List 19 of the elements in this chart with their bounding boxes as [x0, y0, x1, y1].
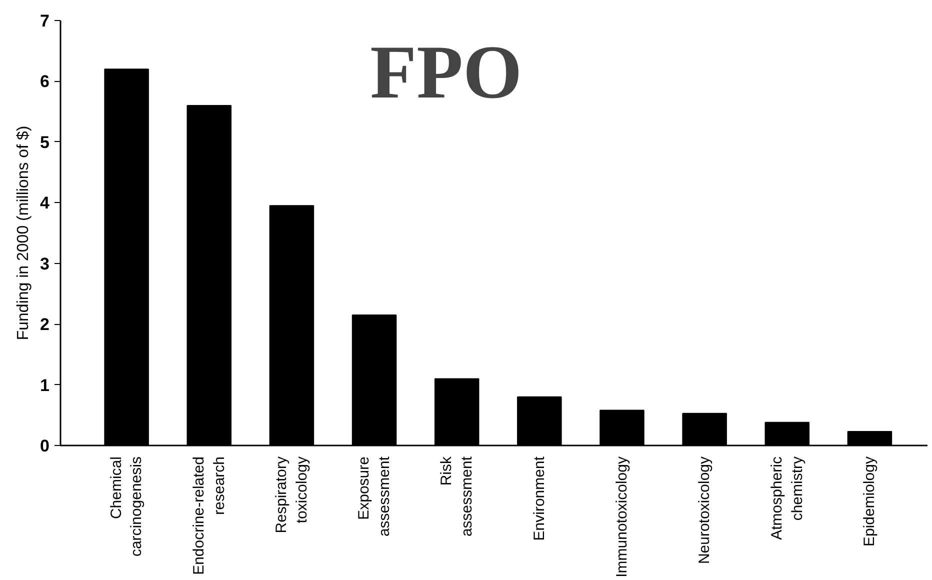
y-tick-label: 5	[40, 132, 50, 152]
y-axis-title: Funding in 2000 (millions of $)	[15, 126, 32, 340]
y-tick-label: 3	[40, 254, 50, 274]
y-tick-label: 1	[40, 376, 50, 395]
x-tick-label: Exposure assessment	[356, 456, 393, 537]
y-tick-label: 7	[40, 12, 50, 30]
x-tick-label: Respiratory toxicology	[273, 456, 310, 534]
y-tick-label: 2	[40, 315, 50, 334]
x-tick-label: Endocrine-related research	[190, 456, 228, 575]
y-tick-label: 4	[40, 194, 50, 213]
annotation: FPO	[370, 30, 522, 115]
x-tick-label: Neurotoxicology	[696, 456, 714, 564]
y-tick-label: 6	[40, 72, 50, 92]
x-tick-label: Epidemiology	[861, 456, 878, 547]
x-tick-label: Environment	[530, 456, 548, 541]
x-tick-label: Atmospheric chemistry	[768, 456, 806, 540]
x-tick-label: Immunotoxicology	[613, 456, 630, 578]
y-tick-label: 0	[40, 436, 50, 456]
x-tick-label: Chemical carcinogenesis	[108, 456, 146, 557]
